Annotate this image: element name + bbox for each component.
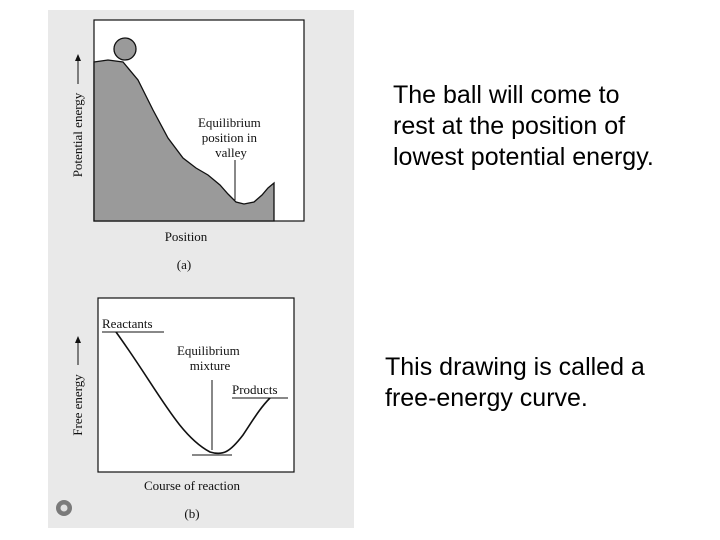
equilibrium-annotation-a-line-3: valley bbox=[215, 145, 247, 160]
caption-bottom: This drawing is called a free-energy cur… bbox=[385, 352, 645, 414]
caption-bottom-line-2: free-energy curve. bbox=[385, 384, 588, 412]
panel-b-x-axis-label: Course of reaction bbox=[144, 478, 241, 493]
equilibrium-mixture-line-2: mixture bbox=[190, 358, 231, 373]
panel-b-y-axis-label: Free energy bbox=[70, 374, 85, 436]
panel-b: Reactants Equilibrium mixture Products F… bbox=[70, 297, 295, 521]
products-label: Products bbox=[232, 382, 278, 397]
equilibrium-annotation-a-line-2: position in bbox=[202, 130, 258, 145]
publisher-logo-icon bbox=[56, 500, 72, 516]
ball bbox=[113, 37, 137, 61]
panel-a-y-axis-arrowhead bbox=[75, 54, 81, 61]
free-energy-curve bbox=[115, 331, 271, 455]
panel-b-y-axis-arrowhead bbox=[75, 336, 81, 343]
textbook-figure: Equilibrium position in valley Potential… bbox=[56, 19, 305, 521]
reactants-label: Reactants bbox=[102, 316, 153, 331]
caption-bottom-line-1: This drawing is called a bbox=[385, 353, 645, 381]
panel-b-sublabel: (b) bbox=[184, 506, 199, 521]
panel-a-y-axis-label: Potential energy bbox=[70, 92, 85, 177]
caption-top: The ball will come to rest at the positi… bbox=[393, 80, 654, 173]
caption-top-line-2: rest at the position of bbox=[393, 112, 626, 140]
equilibrium-mixture-line-1: Equilibrium bbox=[177, 343, 240, 358]
potential-energy-hill-fill bbox=[93, 59, 275, 222]
equilibrium-annotation-a: Equilibrium position in valley bbox=[198, 115, 264, 160]
equilibrium-annotation-a-line-1: Equilibrium bbox=[198, 115, 261, 130]
panel-a-x-axis-label: Position bbox=[165, 229, 208, 244]
caption-top-line-1: The ball will come to bbox=[393, 81, 620, 109]
panel-a: Equilibrium position in valley Potential… bbox=[70, 19, 305, 272]
caption-top-line-3: lowest potential energy. bbox=[393, 143, 654, 171]
panel-a-sublabel: (a) bbox=[177, 257, 191, 272]
equilibrium-mixture-annotation: Equilibrium mixture bbox=[177, 343, 243, 373]
